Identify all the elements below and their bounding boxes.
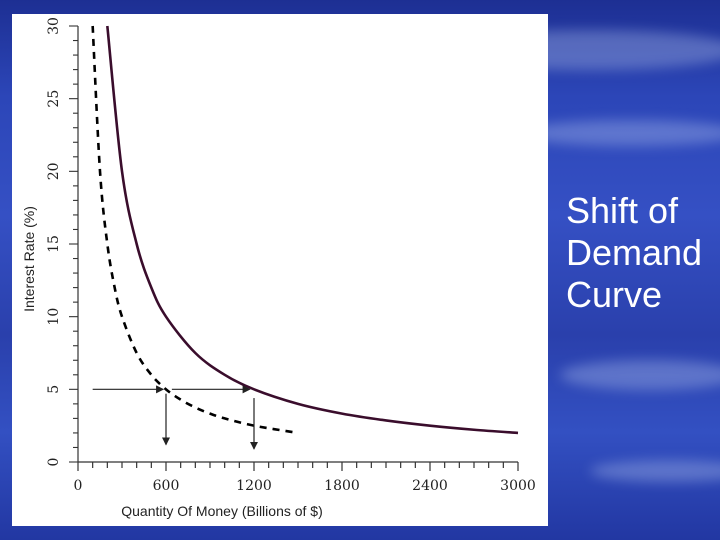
shifted-demand-curve xyxy=(91,25,299,435)
y-tick-label: 0 xyxy=(46,458,62,467)
x-tick-label: 0 xyxy=(74,478,83,494)
y-tick-label: 25 xyxy=(46,90,62,108)
slide-title-line: Demand xyxy=(566,232,703,273)
background-streak xyxy=(520,120,720,146)
x-axis-title: Quantity Of Money (Billions of $) xyxy=(121,503,323,519)
demand-curve xyxy=(106,25,519,435)
background-streak xyxy=(590,460,720,482)
y-tick-label: 30 xyxy=(46,17,62,35)
x-tick-label: 1800 xyxy=(324,478,360,494)
y-tick-label: 20 xyxy=(46,162,62,180)
x-tick-label: 1200 xyxy=(236,478,272,494)
y-tick-label: 5 xyxy=(46,385,62,394)
x-tick-label: 600 xyxy=(153,478,180,494)
chart-panel: 0 600 1200 1800 2400 3000 0 5 10 15 20 25 30 Quantity… xyxy=(12,14,548,526)
slide-title-line: Shift of xyxy=(566,190,679,231)
background-streak xyxy=(560,360,720,390)
y-tick-label: 10 xyxy=(46,308,62,326)
x-tick-label: 2400 xyxy=(412,478,448,494)
slide-title: Shift of Demand Curve xyxy=(566,190,716,316)
y-axis-title: Interest Rate (%) xyxy=(21,206,37,312)
slide-title-line: Curve xyxy=(566,274,663,315)
y-tick-label: 15 xyxy=(46,235,62,253)
x-tick-label: 3000 xyxy=(500,478,536,494)
money-demand-chart: 0 600 1200 1800 2400 3000 0 5 10 15 20 25 30 Quantity… xyxy=(21,17,536,519)
